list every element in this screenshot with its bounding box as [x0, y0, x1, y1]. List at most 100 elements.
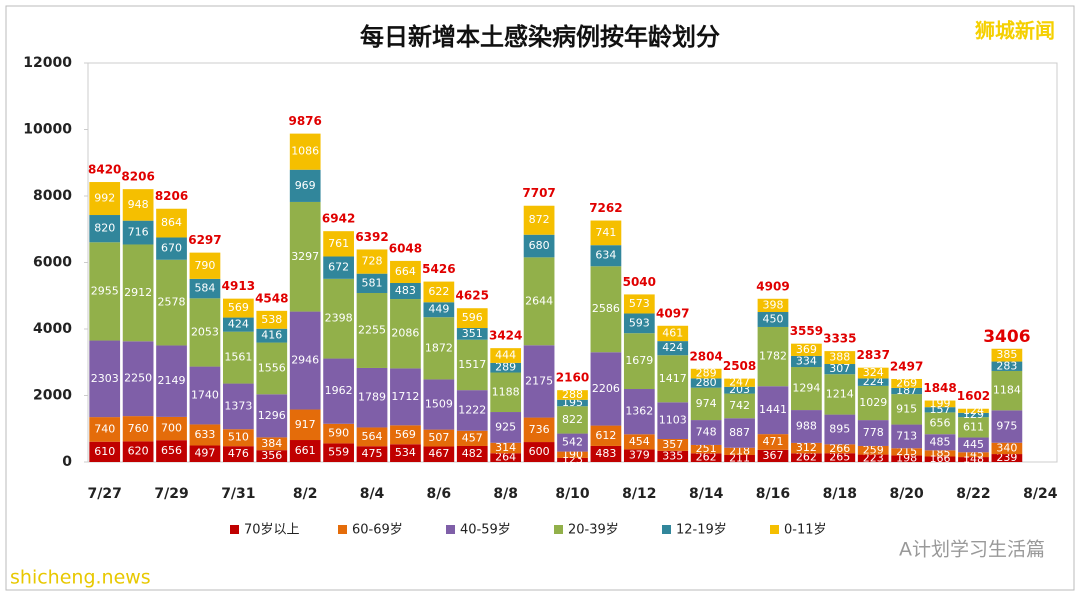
bar-segment	[757, 326, 789, 387]
segment-label: 266	[829, 442, 850, 455]
segment-label: 1782	[759, 350, 787, 363]
legend-label: 0-11岁	[784, 523, 827, 538]
segment-label: 741	[595, 226, 616, 239]
bar-segment	[456, 390, 488, 431]
segment-label: 457	[462, 431, 483, 444]
segment-label: 357	[662, 438, 683, 451]
segment-label: 2086	[391, 327, 419, 340]
x-tick-label: 8/22	[956, 486, 990, 502]
bar-segment	[256, 328, 288, 343]
segment-label: 2946	[291, 354, 319, 367]
total-label: 5040	[623, 275, 656, 289]
x-tick-label: 7/31	[221, 486, 255, 502]
total-label: 6048	[389, 241, 422, 255]
segment-label: 424	[228, 318, 249, 331]
segment-label: 1362	[625, 405, 653, 418]
segment-label: 2398	[325, 312, 353, 325]
segment-label: 1296	[258, 409, 286, 422]
bar-segment	[657, 438, 689, 451]
bar-segment	[490, 442, 522, 454]
bar-segment	[590, 266, 622, 353]
bar-segment	[222, 446, 254, 462]
segment-label: 596	[462, 311, 483, 324]
bar-segment	[690, 368, 722, 379]
bar-segment	[824, 453, 856, 462]
total-label: 4097	[656, 306, 689, 320]
segment-label: 864	[161, 216, 182, 229]
bar-segment	[824, 351, 856, 365]
total-label: 9876	[288, 114, 321, 128]
bar-segment	[156, 237, 187, 260]
bar-segment	[356, 292, 388, 368]
bar-segment	[356, 273, 388, 293]
bar-segment	[423, 446, 455, 462]
segment-label: 760	[128, 422, 149, 435]
total-label: 1848	[923, 381, 956, 395]
segment-label: 1712	[391, 390, 419, 403]
segment-label: 2912	[124, 286, 152, 299]
segment-label: 239	[996, 451, 1017, 464]
bar-segment	[757, 312, 789, 327]
bar-segment	[356, 367, 388, 428]
bar-segment	[523, 257, 555, 346]
legend-swatch	[230, 525, 239, 534]
segment-label: 820	[94, 222, 115, 235]
segment-label: 424	[662, 341, 683, 354]
bar-segment	[222, 317, 254, 332]
segment-label: 672	[328, 261, 349, 274]
bar-segment	[156, 440, 187, 462]
bar-segment	[657, 341, 689, 356]
segment-label: 969	[295, 179, 316, 192]
bar-segment	[590, 220, 622, 246]
segment-label: 483	[595, 447, 616, 460]
segment-label: 564	[362, 430, 383, 443]
bar-segment	[690, 444, 722, 454]
legend-swatch	[662, 525, 671, 534]
bar-segment	[423, 379, 455, 430]
bar-segment	[757, 449, 789, 462]
bar-segment	[891, 387, 923, 395]
segment-label: 385	[996, 348, 1017, 361]
segment-label: 634	[595, 249, 616, 262]
segment-label: 612	[595, 429, 616, 442]
segment-label: 482	[462, 447, 483, 460]
bar-segment	[824, 414, 856, 445]
segment-label: 269	[896, 376, 917, 389]
segment-label: 534	[395, 446, 416, 459]
bar-segment	[623, 313, 655, 334]
segment-label: 379	[629, 449, 650, 462]
segment-label: 335	[662, 449, 683, 462]
bar-segment	[958, 408, 989, 413]
bar-segment	[156, 345, 187, 417]
bar-segment	[791, 442, 822, 454]
segment-label: 280	[696, 376, 717, 389]
legend-swatch	[338, 525, 347, 534]
bar-segment	[857, 454, 889, 462]
segment-label: 887	[729, 426, 750, 439]
bar-segment	[356, 446, 388, 462]
segment-label: 778	[863, 426, 884, 439]
y-tick-label: 2000	[33, 388, 72, 404]
footer-right: A计划学习生活篇	[899, 539, 1045, 561]
x-tick-label: 8/16	[756, 486, 790, 502]
bar-segment	[323, 231, 354, 257]
bar-segment	[958, 457, 989, 462]
bar-segment	[390, 282, 421, 300]
y-tick-label: 4000	[33, 321, 72, 337]
legend-label: 40-59岁	[460, 523, 511, 538]
total-label: 7707	[522, 186, 555, 200]
bar-segment	[189, 445, 221, 462]
bar-segment	[456, 328, 488, 340]
segment-label: 288	[562, 388, 583, 401]
x-tick-label: 8/18	[823, 486, 857, 502]
bar-segment	[657, 355, 689, 403]
segment-label: 895	[829, 422, 850, 435]
segment-label: 542	[562, 436, 583, 449]
bar-segment	[189, 298, 221, 367]
segment-label: 748	[696, 426, 717, 439]
bar-segment	[791, 410, 822, 443]
bar-segment	[456, 308, 488, 329]
bar-segment	[189, 366, 221, 425]
segment-label: 497	[194, 447, 215, 460]
bar-segment	[623, 434, 655, 450]
